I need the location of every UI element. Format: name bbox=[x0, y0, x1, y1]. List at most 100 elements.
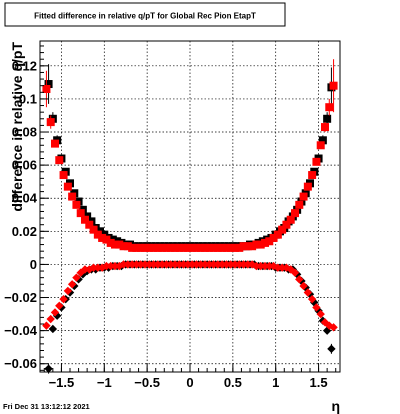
data-point bbox=[63, 182, 72, 191]
data-point bbox=[153, 260, 163, 269]
data-point bbox=[222, 260, 231, 269]
data-point bbox=[218, 243, 227, 252]
data-point bbox=[127, 260, 137, 269]
data-point bbox=[201, 243, 209, 252]
y-tick-label: 0.04 bbox=[12, 191, 38, 206]
data-point bbox=[226, 243, 235, 252]
y-tick-label: 0.1 bbox=[19, 91, 37, 106]
data-point bbox=[50, 308, 60, 317]
data-point bbox=[183, 260, 193, 269]
data-point bbox=[68, 192, 77, 201]
y-tick-label: 0.06 bbox=[12, 158, 37, 173]
data-point bbox=[111, 240, 119, 249]
data-point bbox=[89, 225, 98, 234]
data-point bbox=[308, 171, 317, 180]
timestamp: Fri Dec 31 13:12:12 2021 bbox=[3, 402, 90, 411]
series-layer bbox=[42, 59, 338, 374]
data-point bbox=[175, 243, 184, 252]
x-tick-label: 1.5 bbox=[310, 375, 328, 390]
data-point bbox=[213, 260, 223, 269]
data-point bbox=[205, 260, 214, 269]
data-point bbox=[44, 364, 53, 373]
data-point bbox=[179, 243, 188, 252]
data-point bbox=[299, 281, 308, 291]
data-point bbox=[265, 261, 274, 271]
data-point bbox=[230, 260, 240, 269]
x-tick-label: 0.5 bbox=[224, 375, 242, 390]
data-point bbox=[291, 209, 299, 218]
y-tick-label: −0.06 bbox=[4, 356, 37, 371]
data-point bbox=[145, 243, 154, 252]
data-point bbox=[162, 260, 171, 269]
data-point bbox=[316, 141, 325, 150]
data-point bbox=[209, 260, 218, 269]
data-point bbox=[256, 261, 265, 271]
data-point bbox=[98, 233, 107, 242]
data-point bbox=[72, 273, 81, 282]
data-point bbox=[183, 243, 192, 252]
data-point bbox=[179, 260, 188, 269]
data-point bbox=[119, 242, 128, 251]
data-point bbox=[273, 230, 282, 239]
data-point bbox=[231, 243, 239, 252]
data-point bbox=[282, 220, 291, 229]
data-point bbox=[323, 114, 332, 123]
data-point bbox=[200, 260, 210, 269]
data-point bbox=[51, 139, 59, 148]
data-point bbox=[213, 243, 222, 252]
data-point bbox=[102, 235, 111, 244]
data-point bbox=[55, 301, 64, 310]
x-tick-label: −0.5 bbox=[134, 375, 160, 390]
data-point bbox=[303, 182, 312, 191]
data-point bbox=[67, 280, 77, 289]
data-point bbox=[260, 261, 270, 271]
data-point bbox=[171, 243, 179, 252]
data-point bbox=[42, 321, 51, 330]
data-point bbox=[46, 314, 55, 324]
data-point bbox=[115, 240, 124, 249]
data-point bbox=[307, 294, 317, 304]
data-point bbox=[76, 209, 85, 218]
data-point bbox=[188, 243, 197, 252]
y-tick-label: 0.08 bbox=[12, 125, 37, 140]
data-point bbox=[89, 263, 98, 272]
data-point bbox=[140, 260, 150, 269]
data-point bbox=[63, 286, 73, 296]
y-tick-label: 0.02 bbox=[12, 224, 37, 239]
data-point bbox=[55, 156, 64, 165]
data-point bbox=[123, 242, 132, 251]
data-point bbox=[290, 268, 300, 277]
data-point bbox=[80, 265, 90, 274]
data-point bbox=[329, 81, 338, 90]
title-frame bbox=[4, 2, 286, 27]
data-point bbox=[136, 243, 145, 252]
data-point bbox=[106, 261, 115, 271]
x-axis-title: η bbox=[331, 398, 340, 414]
x-tick-label: −1 bbox=[97, 375, 112, 390]
data-point bbox=[85, 220, 94, 229]
data-point bbox=[312, 303, 321, 312]
data-point bbox=[119, 260, 128, 269]
data-point bbox=[278, 225, 287, 234]
data-point bbox=[48, 324, 58, 334]
data-point bbox=[273, 263, 283, 272]
y-tick-label: 0.12 bbox=[12, 58, 37, 73]
data-point bbox=[303, 288, 313, 297]
data-point bbox=[243, 260, 253, 269]
x-tick-label: 0 bbox=[186, 375, 193, 390]
data-point bbox=[325, 103, 334, 112]
data-point bbox=[235, 260, 244, 269]
data-point bbox=[196, 260, 205, 269]
data-point bbox=[149, 260, 158, 269]
y-tick-label: −0.04 bbox=[4, 323, 38, 338]
data-point bbox=[239, 242, 248, 251]
data-point bbox=[217, 260, 227, 269]
data-point bbox=[243, 242, 252, 251]
x-tick-label: 1 bbox=[272, 375, 279, 390]
data-point bbox=[295, 275, 304, 284]
data-point bbox=[166, 243, 175, 252]
axes: −1.5 −1 −0.5 0 0.5 1 1.5 −0.06 −0.04 −0.02 0 0.02 0.… bbox=[4, 45, 337, 390]
data-point bbox=[93, 230, 102, 239]
